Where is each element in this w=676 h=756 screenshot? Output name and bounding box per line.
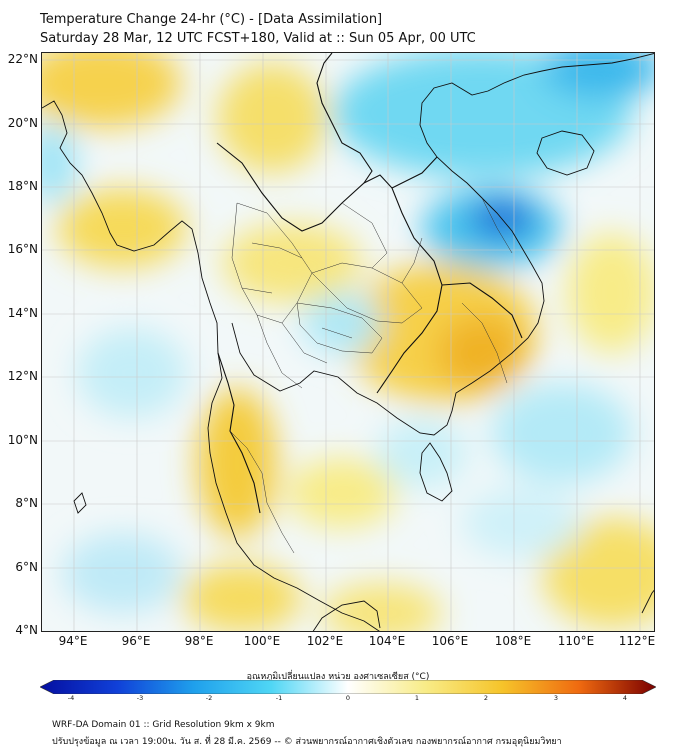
lon-label-94e: 94°E <box>58 634 88 648</box>
colorbar-tick: 3 <box>553 694 559 702</box>
colorbar-tick: 2 <box>483 694 489 702</box>
lat-label-6n: 6°N <box>15 560 38 574</box>
lon-label-104e: 104°E <box>368 634 406 648</box>
lat-label-20n: 20°N <box>7 116 38 130</box>
map-subtitle: Saturday 28 Mar, 12 UTC FCST+180, Valid … <box>40 31 476 46</box>
lat-label-14n: 14°N <box>7 306 38 320</box>
lon-label-108e: 108°E <box>494 634 532 648</box>
map-title: Temperature Change 24-hr (°C) - [Data As… <box>40 12 383 27</box>
lat-label-4n: 4°N <box>15 623 38 637</box>
colorbar <box>40 680 656 694</box>
lon-label-112e: 112°E <box>618 634 656 648</box>
lat-label-8n: 8°N <box>15 496 38 510</box>
lat-label-10n: 10°N <box>7 433 38 447</box>
lon-label-110e: 110°E <box>557 634 595 648</box>
lat-label-22n: 22°N <box>7 52 38 66</box>
colorbar-tick: -1 <box>275 694 283 702</box>
colorbar-tick: 4 <box>622 694 628 702</box>
lon-label-96e: 96°E <box>121 634 151 648</box>
temperature-field <box>42 53 654 631</box>
map-canvas <box>42 53 654 631</box>
provincial-boundaries <box>229 197 513 554</box>
footer-model-info: WRF-DA Domain 01 :: Grid Resolution 9km … <box>52 720 275 730</box>
colorbar-label: อุณหภูมิเปลี่ยนแปลง หน่วย องศาเซลเซียส (… <box>246 672 430 682</box>
lon-label-102e: 102°E <box>306 634 344 648</box>
colorbar-tick: 1 <box>414 694 420 702</box>
temperature-change-map <box>41 52 655 632</box>
lat-label-18n: 18°N <box>7 179 38 193</box>
lon-label-106e: 106°E <box>431 634 469 648</box>
footer-credit: ปรับปรุงข้อมูล ณ เวลา 19:00น. วัน ส. ที่… <box>52 737 562 747</box>
colorbar-tick: -2 <box>205 694 213 702</box>
coastlines <box>42 53 654 631</box>
colorbar-bar <box>40 680 656 694</box>
colorbar-tick: -4 <box>67 694 75 702</box>
lon-label-98e: 98°E <box>184 634 214 648</box>
graticule <box>42 53 654 631</box>
lon-label-100e: 100°E <box>243 634 281 648</box>
colorbar-tick: -3 <box>136 694 144 702</box>
colorbar-tick: 0 <box>345 694 351 702</box>
lat-label-16n: 16°N <box>7 242 38 256</box>
lat-label-12n: 12°N <box>7 369 38 383</box>
